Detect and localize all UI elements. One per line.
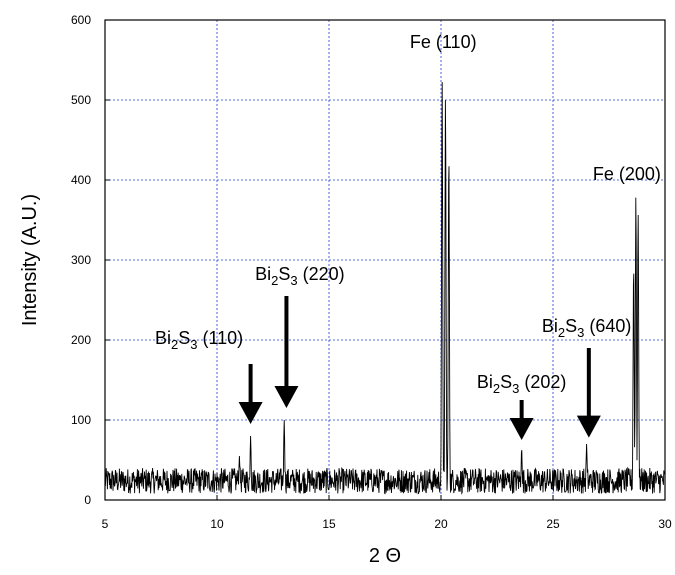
x-tick-label: 5 bbox=[102, 517, 109, 531]
annotation-fe110: Fe (110) bbox=[410, 32, 477, 52]
x-tick-labels: 5 10 15 20 25 30 bbox=[102, 495, 672, 531]
x-axis-label: 2 Θ bbox=[369, 545, 401, 567]
annotation-arrow-head bbox=[238, 402, 263, 424]
annotation-arrow-head bbox=[576, 415, 601, 438]
y-tick-label: 0 bbox=[84, 493, 91, 507]
x-tick-label: 25 bbox=[546, 517, 560, 531]
xrd-line bbox=[104, 81, 666, 495]
annotation-bis110: Bi2S3 (110) bbox=[155, 328, 243, 352]
y-tick-label: 100 bbox=[71, 413, 91, 427]
peak-annotations: Fe (110) Fe (200) Bi2S3 (110) Bi2S3 (220) Bi… bbox=[155, 32, 661, 440]
x-tick-label: 15 bbox=[322, 517, 336, 531]
xrd-trace bbox=[104, 81, 666, 495]
annotation-fe200: Fe (200) bbox=[593, 164, 661, 184]
y-tick-label: 600 bbox=[71, 13, 91, 27]
annotation-arrow-head bbox=[509, 418, 534, 440]
x-tick-label: 30 bbox=[658, 517, 672, 531]
y-tick-label: 300 bbox=[71, 253, 91, 267]
y-tick-labels: 0 100 200 300 400 500 600 bbox=[71, 13, 110, 507]
grid-lines bbox=[105, 20, 665, 500]
x-tick-label: 10 bbox=[210, 517, 224, 531]
y-tick-label: 200 bbox=[71, 333, 91, 347]
y-tick-label: 500 bbox=[71, 93, 91, 107]
annotation-bis202: Bi2S3 (202) bbox=[477, 372, 567, 396]
annotation-bis220: Bi2S3 (220) bbox=[255, 264, 345, 288]
y-tick-label: 400 bbox=[71, 173, 91, 187]
x-tick-label: 20 bbox=[434, 517, 448, 531]
y-axis-label: Intensity (A.U.) bbox=[19, 194, 41, 326]
annotation-bis640: Bi2S3 (640) bbox=[542, 316, 632, 340]
annotation-arrow-head bbox=[274, 386, 299, 408]
